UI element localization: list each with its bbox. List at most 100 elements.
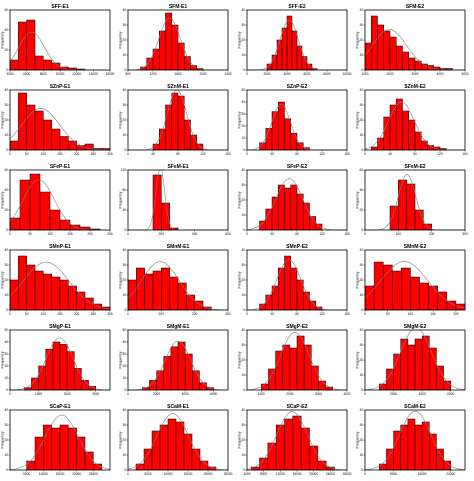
histogram-bar bbox=[290, 184, 298, 231]
x-tick-label: 6000 bbox=[303, 72, 310, 76]
normal-fit-curve bbox=[128, 169, 228, 231]
y-tick-label: 10 bbox=[359, 373, 363, 377]
y-tick-label: 60 bbox=[4, 8, 8, 12]
y-tick-label: 0 bbox=[243, 308, 245, 312]
histogram-bar bbox=[69, 224, 81, 231]
panel-title: SMnM-E1 bbox=[167, 244, 190, 250]
plot-frame bbox=[9, 169, 111, 231]
histogram-bar bbox=[38, 365, 46, 391]
y-tick-label: 20 bbox=[4, 364, 8, 368]
histogram-bar bbox=[389, 36, 397, 71]
y-tick-label: 30 bbox=[241, 343, 245, 347]
y-tick-label: 20 bbox=[4, 118, 8, 122]
y-axis-label: Frequency bbox=[238, 191, 242, 208]
y-tick-label: 0 bbox=[124, 228, 126, 232]
histogram-bar bbox=[51, 276, 61, 311]
histogram-bar bbox=[267, 442, 277, 471]
x-tick-label: 250 bbox=[91, 152, 97, 156]
y-axis-label: Frequency bbox=[119, 431, 123, 448]
panel-title: SFeM-E1 bbox=[167, 164, 188, 170]
y-tick-label: 20 bbox=[4, 208, 8, 212]
y-tick-label: 40 bbox=[4, 408, 8, 412]
y-tick-label: 40 bbox=[122, 8, 126, 12]
y-tick-label: 10 bbox=[241, 136, 245, 140]
y-tick-label: 0 bbox=[361, 468, 363, 472]
x-tick-label: 10000 bbox=[164, 472, 173, 476]
panel-title: SCaP-E2 bbox=[287, 404, 308, 410]
x-tick-label: 200 bbox=[192, 312, 198, 316]
y-tick-label: 0 bbox=[124, 68, 126, 72]
y-tick-label: 10 bbox=[4, 133, 8, 137]
normal-fit-curve bbox=[364, 261, 466, 309]
y-tick-label: 10 bbox=[359, 53, 363, 57]
panel-title: SZnM-E2 bbox=[404, 84, 426, 90]
histogram-bar bbox=[59, 136, 69, 151]
histogram-bar bbox=[26, 19, 36, 71]
panel-title: SCaP-E1 bbox=[50, 404, 71, 410]
histogram-panel: SFM-E2 Frequency 1000 2000 3000 4000 5000 0 10 20… bbox=[356, 4, 469, 76]
histogram-bar bbox=[261, 383, 269, 391]
y-tick-label: 20 bbox=[4, 48, 8, 52]
histogram-panel: SMnP-E1 Frequency 0 50 100 150 200 250 300 0 10 20 3… bbox=[1, 244, 113, 316]
histogram-panel: SFeP-E1 Frequency 0 50 100 150 200 250 0 20 40 60 bbox=[1, 164, 113, 236]
histogram-bar bbox=[127, 279, 137, 311]
histogram-bar bbox=[414, 131, 422, 151]
histogram-bar bbox=[177, 282, 187, 311]
histogram-bar bbox=[429, 347, 437, 391]
y-tick-label: 30 bbox=[122, 103, 126, 107]
x-tick-label: 200 bbox=[74, 152, 80, 156]
histogram-bar bbox=[177, 341, 186, 391]
histogram-bar bbox=[291, 30, 298, 71]
y-axis-label: Frequency bbox=[238, 31, 242, 48]
x-tick-label: 2000 bbox=[263, 72, 270, 76]
y-tick-label: 40 bbox=[359, 188, 363, 192]
y-tick-label: 60 bbox=[359, 168, 363, 172]
x-tick-label: 80 bbox=[413, 152, 417, 156]
y-tick-label: 40 bbox=[359, 8, 363, 12]
y-tick-label: 40 bbox=[122, 88, 126, 92]
x-tick-label: 25000 bbox=[89, 472, 98, 476]
x-tick-label: 100 bbox=[396, 232, 402, 236]
y-tick-label: 10 bbox=[241, 373, 245, 377]
histogram-bar bbox=[265, 128, 273, 151]
y-tick-label: 30 bbox=[241, 23, 245, 27]
x-tick-label: 120 bbox=[319, 152, 325, 156]
histogram-bar bbox=[26, 460, 36, 471]
histogram-bar bbox=[165, 104, 172, 151]
histogram-bar bbox=[419, 282, 429, 311]
y-tick-label: 40 bbox=[122, 408, 126, 412]
histogram-panel: SFeM-E1 Frequency 0 200 400 600 0 40 80 120 bbox=[119, 164, 231, 236]
histogram-bar bbox=[401, 267, 411, 311]
histogram-bar bbox=[49, 209, 61, 231]
x-tick-label: 8000 bbox=[390, 472, 397, 476]
y-tick-label: 20 bbox=[122, 278, 126, 282]
x-tick-label: 14000 bbox=[89, 72, 98, 76]
histogram-bar bbox=[446, 300, 457, 311]
histogram-bar bbox=[443, 460, 451, 471]
histogram-bar bbox=[259, 142, 266, 151]
x-tick-label: 8000 bbox=[40, 72, 47, 76]
y-tick-label: 30 bbox=[4, 423, 8, 427]
histogram-panel: SCaP-E2 Frequency 4000 8000 12000 16000 20000 2… bbox=[238, 404, 352, 476]
histogram-bar bbox=[43, 119, 52, 151]
panel-title: SCaM-E2 bbox=[404, 404, 426, 410]
histogram-bar bbox=[414, 338, 423, 391]
histogram-panel: SMnM-E2 Frequency 0 50 100 150 200 0 10 20 30 40 bbox=[356, 244, 466, 316]
histogram-bar bbox=[296, 193, 304, 231]
y-tick-label: 20 bbox=[359, 38, 363, 42]
x-tick-label: 6000 bbox=[23, 72, 30, 76]
y-tick-label: 10 bbox=[359, 133, 363, 137]
x-tick-label: 100 bbox=[159, 312, 165, 316]
histogram-bar bbox=[74, 368, 82, 391]
normal-fit-curve bbox=[9, 108, 111, 151]
x-tick-label: 0 bbox=[127, 312, 129, 316]
y-tick-label: 30 bbox=[122, 263, 126, 267]
y-tick-label: 0 bbox=[6, 148, 8, 152]
histogram-bar bbox=[59, 424, 69, 471]
y-tick-label: 30 bbox=[122, 352, 126, 356]
x-tick-label: 5000 bbox=[23, 472, 30, 476]
panel-title: SFeP-E1 bbox=[50, 164, 71, 170]
y-tick-label: 20 bbox=[359, 118, 363, 122]
y-tick-label: 40 bbox=[4, 88, 8, 92]
histogram-bar bbox=[76, 145, 86, 151]
